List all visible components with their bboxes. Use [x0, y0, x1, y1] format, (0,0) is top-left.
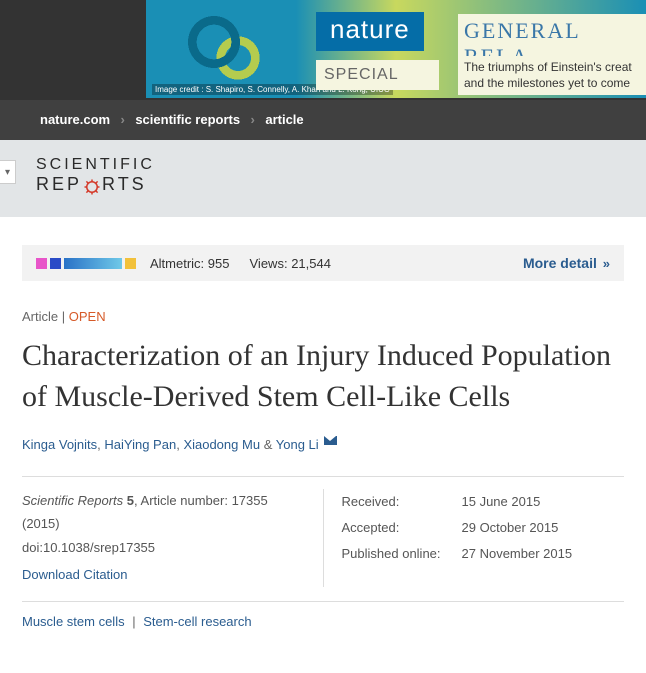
journal-header: ▾ SCIENTIFIC REP RTS [0, 140, 646, 217]
altmetric-label: Altmetric: 955 [150, 256, 230, 271]
volume: 5 [127, 493, 134, 508]
more-detail-link[interactable]: More detail » [523, 255, 610, 271]
download-citation-link[interactable]: Download Citation [22, 563, 128, 586]
journal-logo[interactable]: SCIENTIFIC REP RTS [36, 156, 646, 195]
article-number: 17355 [232, 493, 268, 508]
author-list: Kinga Vojnits, HaiYing Pan, Xiaodong Mu … [22, 437, 624, 452]
chevron-right-icon: › [121, 112, 125, 127]
dates-info: Received:15 June 2015 Accepted:29 Octobe… [324, 489, 625, 587]
logo-line2b: RTS [102, 174, 147, 195]
citation-info: Scientific Reports 5, Article number: 17… [22, 489, 324, 587]
tag-link[interactable]: Stem-cell research [143, 614, 251, 629]
subject-tags: Muscle stem cells | Stem-cell research [22, 614, 624, 629]
tag-link[interactable]: Muscle stem cells [22, 614, 125, 629]
journal-name: Scientific Reports [22, 493, 123, 508]
author-link[interactable]: Xiaodong Mu [183, 437, 260, 452]
breadcrumb-page[interactable]: article [265, 112, 303, 127]
doi: doi:10.1038/srep17355 [22, 536, 305, 559]
gear-icon [83, 178, 101, 196]
nature-logo: nature [316, 12, 424, 51]
logo-line2a: REP [36, 174, 82, 195]
breadcrumb-section[interactable]: scientific reports [135, 112, 240, 127]
published-label: Published online: [342, 541, 462, 567]
metric-square [50, 258, 61, 269]
special-label: SPECIAL [316, 60, 439, 90]
article-type: Article | OPEN [22, 309, 624, 324]
article-title: Characterization of an Injury Induced Po… [22, 336, 624, 417]
received-date: 15 June 2015 [462, 489, 541, 515]
received-label: Received: [342, 489, 462, 515]
metrics-bar: Altmetric: 955 Views: 21,544 More detail… [22, 245, 624, 281]
banner-graphic [166, 10, 286, 90]
logo-line1: SCIENTIFIC [36, 156, 646, 174]
breadcrumb: nature.com › scientific reports › articl… [0, 100, 646, 140]
author-link[interactable]: HaiYing Pan [104, 437, 176, 452]
accepted-label: Accepted: [342, 515, 462, 541]
expand-chevron-icon[interactable]: ▾ [0, 160, 16, 184]
mail-icon[interactable] [324, 436, 337, 445]
author-link[interactable]: Yong Li [276, 437, 319, 452]
published-date: 27 November 2015 [462, 541, 573, 567]
double-chevron-icon: » [603, 256, 610, 271]
article-meta: Scientific Reports 5, Article number: 17… [22, 476, 624, 602]
metric-square [125, 258, 136, 269]
year: (2015) [22, 512, 305, 535]
banner-subtext: The triumphs of Einstein's creat and the… [458, 56, 646, 95]
metric-square [36, 258, 47, 269]
breadcrumb-home[interactable]: nature.com [40, 112, 110, 127]
metric-bar [64, 258, 122, 269]
open-access-badge: OPEN [69, 309, 106, 324]
chevron-right-icon: › [251, 112, 255, 127]
altmetric-badge[interactable] [36, 258, 136, 269]
top-banner: Image credit : S. Shapiro, S. Connelly, … [0, 0, 646, 100]
views-label: Views: 21,544 [250, 256, 331, 271]
accepted-date: 29 October 2015 [462, 515, 559, 541]
author-link[interactable]: Kinga Vojnits [22, 437, 97, 452]
